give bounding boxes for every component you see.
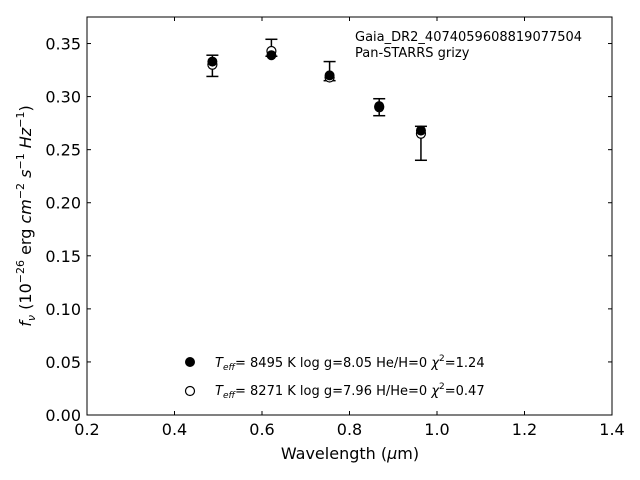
y-tick-label: 0.25	[45, 141, 81, 160]
legend-label-2: Teff= 8271 K log g=7.96 H/He=0 χ2=0.47	[215, 382, 485, 401]
data-marks	[206, 38, 427, 162]
point-filled	[415, 125, 426, 136]
legend-label-1: Teff= 8495 K log g=8.05 He/H=0 χ2=1.24	[215, 354, 485, 373]
x-tick-label: 0.4	[162, 420, 187, 439]
plot-area	[87, 17, 612, 415]
y-tick-label: 0.30	[45, 88, 81, 107]
point-filled	[207, 56, 218, 67]
point-filled	[266, 50, 277, 61]
x-tick-label: 0.6	[249, 420, 274, 439]
point-filled	[324, 70, 335, 81]
y-tick-label: 0.20	[45, 194, 81, 213]
legend-marker-open	[184, 385, 196, 397]
x-tick-label: 1.0	[424, 420, 449, 439]
annotation-line-1: Gaia_DR2_4074059608819077504	[355, 30, 582, 45]
y-axis-title: fν (10−26 erg cm−2 s−1 Hz−1)	[14, 105, 38, 326]
annotation-line-2: Pan-STARRS grizy	[355, 46, 470, 61]
y-tick-label: 0.35	[45, 35, 81, 54]
legend-marker-filled	[185, 357, 195, 367]
axis-ticks: 0.2 0.4 0.6 0.8 1.0 1.2 1.4 0.00 0.05 0.10 0.15 0.2…	[45, 17, 625, 439]
x-tick-label: 1.2	[512, 420, 537, 439]
x-tick-label: 0.2	[74, 420, 99, 439]
y-tick-label: 0.00	[45, 406, 81, 425]
x-axis-title: Wavelength (μm)	[281, 444, 419, 463]
x-tick-label: 1.4	[599, 420, 624, 439]
y-tick-label: 0.10	[45, 300, 81, 319]
x-tick-label: 0.8	[337, 420, 362, 439]
y-tick-label: 0.15	[45, 247, 81, 266]
point-filled	[374, 101, 385, 112]
legend: Teff= 8495 K log g=8.05 He/H=0 χ2=1.24 T…	[184, 354, 485, 401]
y-tick-label: 0.05	[45, 353, 81, 372]
plot-frame	[86, 16, 613, 416]
